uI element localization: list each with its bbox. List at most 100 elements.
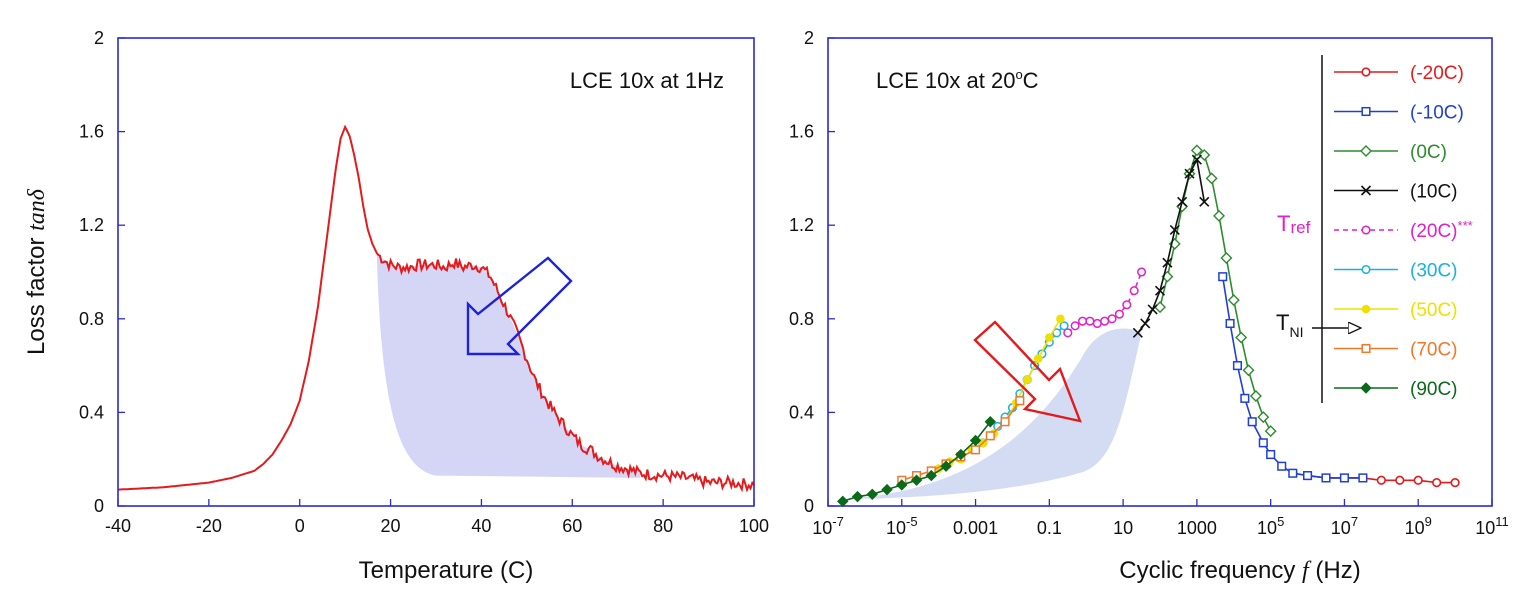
data-point [1169, 224, 1180, 235]
data-point [1033, 354, 1043, 363]
data-point [1240, 393, 1250, 403]
legend-label: (50C) [1410, 300, 1458, 321]
legend-label: (10C) [1410, 182, 1458, 203]
legend-marker [1360, 382, 1372, 394]
data-point [1059, 321, 1069, 331]
data-point [851, 490, 864, 503]
data-point [1339, 473, 1349, 483]
data-point [1045, 333, 1054, 342]
legend-entry: (-20C) [1334, 63, 1464, 84]
tni-label-sub: NI [1289, 324, 1303, 340]
right-annotation-unit: C [1023, 68, 1039, 93]
right-y-tick-label: 0.8 [789, 309, 814, 329]
right-x-tick-label: 10 [1113, 518, 1133, 538]
legend-label: (70C) [1410, 340, 1458, 361]
data-point [1227, 294, 1240, 307]
legend-entry: (0C) [1334, 142, 1447, 163]
data-point [985, 431, 995, 441]
right-x-tick-label: 10-5 [886, 514, 918, 538]
series-3 [1132, 154, 1210, 338]
series-line [1221, 276, 1363, 479]
data-point [1137, 267, 1147, 277]
data-point [1107, 314, 1117, 324]
data-point [1235, 331, 1248, 344]
left-annotation: LCE 10x at 1Hz [570, 68, 724, 93]
data-point [1140, 318, 1151, 329]
left-x-tick-label: -20 [196, 516, 222, 536]
legend-entry: (-10C) [1334, 103, 1464, 124]
legend-label: (20C)*** [1410, 218, 1473, 242]
data-point [1225, 318, 1235, 329]
data-point [1056, 314, 1065, 324]
data-point [866, 488, 878, 501]
tni-label: TNI [1276, 310, 1303, 340]
legend-marker [1361, 343, 1371, 354]
tni-label-main: T [1276, 310, 1289, 335]
data-point [969, 434, 982, 447]
left-x-tick-label: -40 [105, 516, 131, 536]
data-point [1100, 316, 1110, 326]
data-point [1257, 411, 1270, 424]
left-y-tick-label: 2 [94, 28, 104, 48]
data-point [1114, 309, 1124, 319]
data-point [1198, 149, 1211, 161]
right-x-tick-label: 0.1 [1037, 518, 1062, 538]
data-point [1162, 257, 1173, 268]
series-line [1159, 149, 1272, 432]
left-shaded-region [376, 253, 641, 478]
legend-label: (-20C) [1410, 63, 1464, 84]
data-point [1022, 375, 1032, 384]
legend-marker [1361, 264, 1371, 275]
legend-label: (0C) [1410, 142, 1447, 163]
left-x-tick-label: 0 [295, 516, 305, 536]
legend-marker [1361, 225, 1371, 235]
right-annotation-degree: o [1015, 67, 1022, 82]
data-point [1122, 300, 1132, 310]
data-point [1213, 209, 1226, 222]
right-y-tick-label: 0.4 [789, 402, 814, 422]
legend-marker [1360, 145, 1372, 157]
series-line [1067, 271, 1143, 334]
data-point [1303, 471, 1313, 481]
data-point [1154, 301, 1166, 314]
data-point [971, 445, 981, 455]
legend-entry: (50C) [1334, 300, 1458, 321]
series-4 [1063, 267, 1147, 338]
data-point [1063, 328, 1073, 338]
legend-entry: (90C) [1334, 379, 1458, 400]
left-y-tick-label: 0.4 [79, 402, 104, 422]
data-point [1205, 172, 1218, 185]
data-point [1450, 478, 1460, 488]
legend-marker [1361, 304, 1371, 314]
series-8 [837, 416, 997, 508]
data-point [837, 495, 849, 508]
data-point [896, 479, 908, 491]
legend-label: (90C) [1410, 379, 1458, 400]
data-point [1190, 144, 1203, 157]
left-y-label-main: Loss factor [23, 238, 50, 355]
data-point [1358, 473, 1368, 483]
data-point [940, 460, 952, 472]
data-point [1129, 286, 1139, 296]
data-point [1015, 396, 1025, 406]
data-point [1432, 478, 1442, 488]
data-point [984, 416, 997, 428]
data-point [1218, 272, 1228, 282]
legend-marker [1360, 185, 1372, 196]
left-x-tick-label: 100 [739, 516, 769, 536]
right-y-tick-label: 1.6 [789, 122, 814, 142]
data-point [1077, 316, 1088, 326]
left-plot-frame [117, 37, 755, 507]
left-y-tick-label: 1.6 [79, 122, 104, 142]
data-point [1154, 285, 1166, 296]
legend-marker [1361, 67, 1371, 77]
data-point [1147, 304, 1158, 315]
data-point [1413, 475, 1423, 485]
right-annotation: LCE 10x at 20oC [876, 67, 1039, 93]
tref-label-main: T [1277, 211, 1290, 236]
right-x-axis-label: Cyclic frequency f (Hz) [1119, 557, 1360, 584]
series-1 [1218, 272, 1368, 483]
data-point [881, 483, 893, 496]
data-point [1085, 316, 1095, 326]
